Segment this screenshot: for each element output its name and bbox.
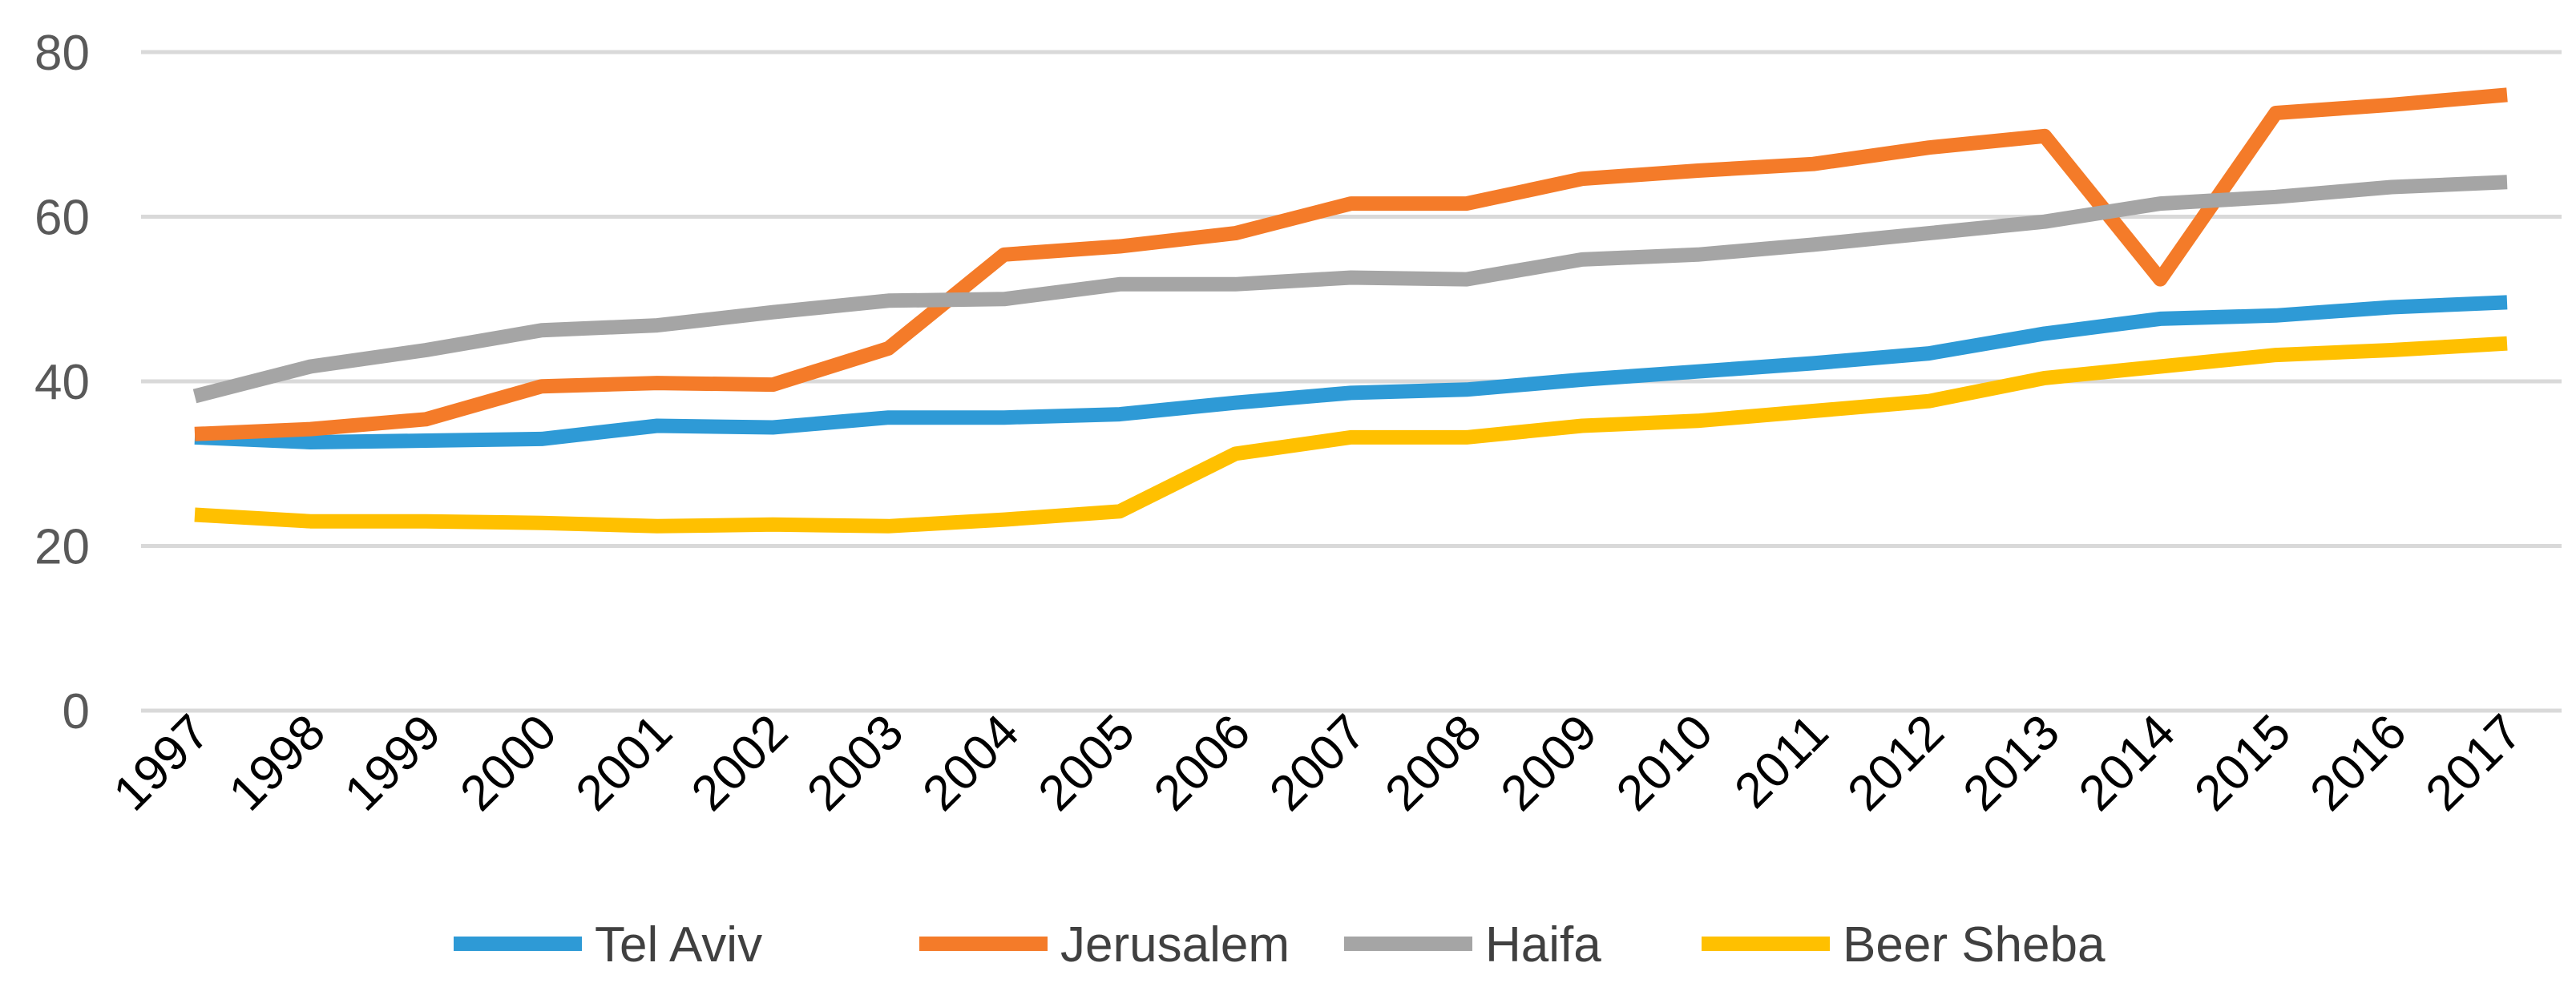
legend-label: Haifa xyxy=(1485,917,1601,973)
legend-item-tel-aviv: Tel Aviv xyxy=(454,917,762,973)
y-tick-label: 20 xyxy=(34,520,90,575)
x-tick-label: 1999 xyxy=(334,704,451,821)
x-tick-label: 2006 xyxy=(1144,704,1261,821)
x-tick-label: 2003 xyxy=(797,704,914,821)
x-tick-label: 2004 xyxy=(912,704,1029,821)
legend-item-haifa: Haifa xyxy=(1344,917,1601,973)
x-tick-label: 2002 xyxy=(681,704,798,821)
legend-item-jerusalem: Jerusalem xyxy=(919,917,1290,973)
x-axis-tick-labels: 1997199819992000200120022003200420052006… xyxy=(103,704,2533,821)
x-tick-label: 2014 xyxy=(2069,704,2186,821)
x-tick-label: 2016 xyxy=(2299,704,2417,821)
y-tick-label: 60 xyxy=(34,191,90,246)
x-tick-label: 2007 xyxy=(1259,704,1376,821)
x-tick-label: 1997 xyxy=(103,704,220,821)
x-tick-label: 2015 xyxy=(2184,704,2301,821)
series-line-tel-aviv xyxy=(194,295,2508,449)
y-axis-tick-labels: 0 20 40 60 80 xyxy=(34,26,90,739)
x-tick-label: 2012 xyxy=(1837,704,1954,821)
x-tick-label: 2011 xyxy=(1724,704,1839,819)
gridlines xyxy=(141,50,2562,713)
x-tick-label: 2009 xyxy=(1491,704,1608,821)
x-tick-label: 2017 xyxy=(2416,704,2533,821)
legend-item-beer-sheba: Beer Sheba xyxy=(1702,917,2106,973)
legend-label: Jerusalem xyxy=(1060,917,1290,973)
x-tick-label: 2001 xyxy=(566,704,683,821)
y-tick-label: 80 xyxy=(34,26,90,81)
x-tick-label: 2005 xyxy=(1028,704,1145,821)
x-tick-label: 2008 xyxy=(1375,704,1492,821)
series-line-beer-sheba xyxy=(194,336,2508,534)
x-tick-label: 2010 xyxy=(1606,704,1723,821)
series-line-haifa xyxy=(192,175,2508,404)
x-tick-label: 2000 xyxy=(450,704,567,821)
series-lines xyxy=(192,87,2508,534)
x-tick-label: 1998 xyxy=(219,704,336,821)
y-tick-label: 0 xyxy=(63,684,90,739)
y-tick-label: 40 xyxy=(34,355,90,410)
legend: Tel Aviv Jerusalem Haifa Beer Sheba xyxy=(454,917,2106,973)
series-line-jerusalem xyxy=(194,87,2508,441)
legend-label: Beer Sheba xyxy=(1843,917,2106,973)
x-tick-label: 2013 xyxy=(1953,704,2070,821)
legend-label: Tel Aviv xyxy=(595,917,762,973)
